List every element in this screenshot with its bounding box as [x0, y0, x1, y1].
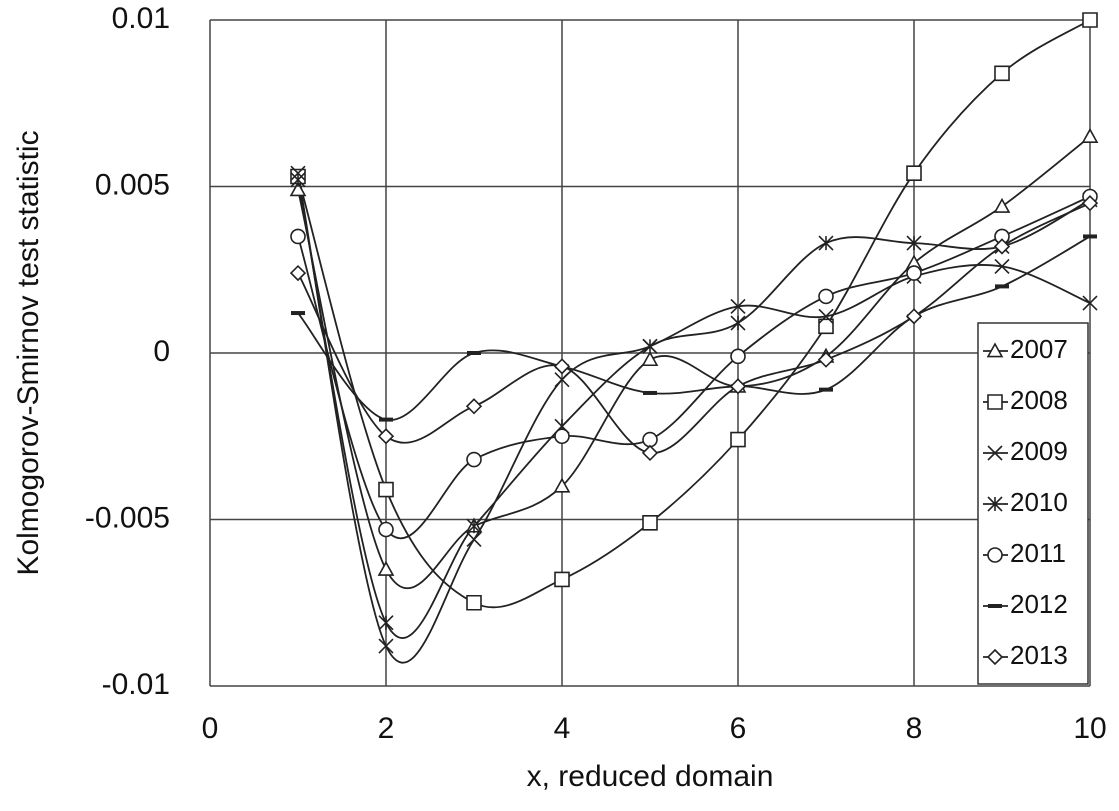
marker	[466, 531, 482, 548]
legend-label: 2010	[1010, 487, 1068, 517]
x-tick-label: 10	[1073, 712, 1106, 745]
marker	[377, 428, 395, 445]
marker	[554, 372, 570, 388]
marker	[1082, 295, 1098, 311]
series-line	[297, 202, 1090, 454]
marker	[1082, 12, 1098, 28]
y-tick-label: 0.01	[112, 2, 170, 35]
x-tick-label: 0	[202, 712, 219, 745]
marker	[817, 351, 835, 368]
legend-label: 2013	[1010, 640, 1068, 670]
marker	[987, 394, 1003, 410]
marker	[730, 298, 746, 314]
marker	[289, 264, 307, 282]
marker	[289, 181, 307, 197]
legend-label: 2009	[1010, 436, 1068, 466]
marker	[642, 431, 658, 448]
marker	[818, 288, 834, 305]
y-axis-title: Kolmogorov-Smirnov test statistic	[12, 130, 45, 575]
y-tick-label: -0.005	[85, 501, 170, 534]
marker	[1081, 127, 1099, 143]
y-tick-label: 0.005	[95, 168, 170, 201]
marker	[641, 351, 659, 367]
marker	[553, 477, 571, 493]
marker	[993, 238, 1011, 255]
curves	[297, 20, 1090, 664]
series-line	[297, 135, 1090, 589]
marker	[642, 515, 658, 531]
x-tick-label: 2	[378, 712, 395, 745]
marker	[987, 496, 1003, 512]
y-tick-label: -0.01	[102, 668, 170, 701]
marker	[641, 444, 659, 462]
series-line	[297, 173, 1090, 664]
y-tick-label: 0	[153, 335, 170, 368]
marker	[378, 481, 394, 498]
marker	[906, 235, 922, 251]
marker	[642, 338, 658, 354]
marker	[987, 445, 1003, 461]
marker	[729, 378, 747, 395]
marker	[290, 228, 306, 245]
marker	[730, 431, 746, 448]
marker	[818, 235, 834, 251]
marker	[378, 638, 394, 654]
marker	[378, 521, 394, 538]
marker	[906, 265, 922, 281]
marker	[553, 358, 571, 375]
marker	[465, 398, 483, 415]
series-line	[297, 179, 1090, 639]
marker	[994, 65, 1010, 82]
marker	[377, 560, 395, 576]
marker	[987, 547, 1003, 563]
x-axis-title: x, reduced domain	[527, 760, 774, 793]
marker	[378, 615, 394, 631]
marker	[1081, 195, 1099, 212]
x-tick-label: 4	[554, 712, 571, 745]
legend-label: 2011	[1010, 538, 1066, 568]
markers	[289, 12, 1099, 654]
legend-label: 2008	[1010, 385, 1068, 415]
x-tick-label: 6	[730, 712, 747, 745]
marker	[905, 308, 923, 325]
x-tick-label: 8	[906, 712, 923, 745]
marker	[466, 451, 482, 468]
legend-label: 2007	[1010, 334, 1068, 364]
marker	[554, 571, 570, 588]
marker	[993, 197, 1011, 213]
marker	[994, 258, 1010, 274]
marker	[730, 348, 746, 365]
marker	[986, 648, 1004, 666]
marker	[290, 172, 306, 188]
legend-label: 2012	[1010, 589, 1068, 619]
ticks: 0 2 4 6 8 10 -0.01 -0.005 0 0.005 0.01	[85, 2, 1107, 745]
marker	[466, 594, 482, 611]
marker	[466, 518, 482, 534]
marker	[730, 315, 746, 331]
marker	[554, 428, 570, 445]
series-line	[297, 235, 1090, 421]
legend: 2007 2008 2009 2010 2011 2012 2013	[977, 322, 1089, 685]
marker	[906, 165, 922, 181]
marker	[986, 342, 1004, 358]
marker	[818, 308, 834, 324]
